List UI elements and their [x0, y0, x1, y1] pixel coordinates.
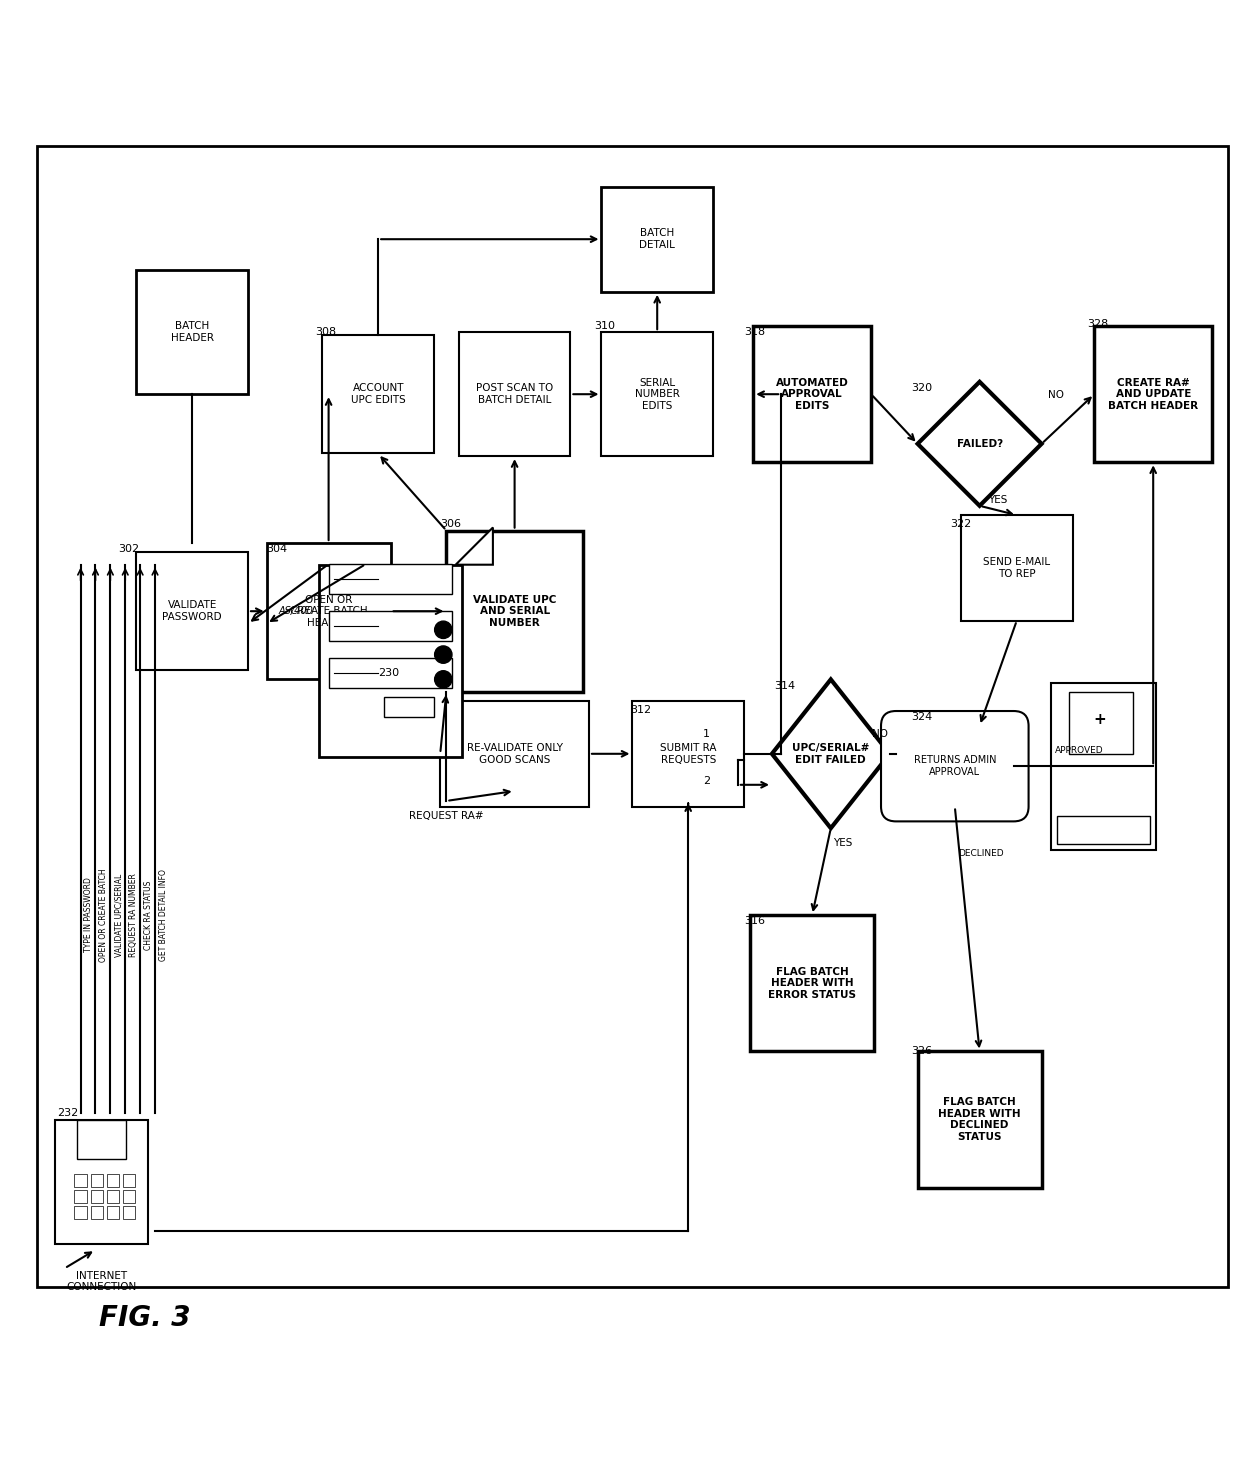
Text: VALIDATE UPC/SERIAL: VALIDATE UPC/SERIAL — [114, 873, 123, 956]
FancyBboxPatch shape — [1058, 816, 1149, 844]
Text: YES: YES — [833, 838, 853, 849]
Text: GET BATCH DETAIL INFO: GET BATCH DETAIL INFO — [159, 869, 167, 961]
Text: VALIDATE
PASSWORD: VALIDATE PASSWORD — [162, 601, 222, 623]
FancyBboxPatch shape — [136, 553, 248, 671]
Text: 304: 304 — [267, 544, 288, 554]
FancyBboxPatch shape — [880, 712, 1028, 821]
FancyBboxPatch shape — [446, 531, 583, 691]
Polygon shape — [771, 679, 890, 828]
FancyBboxPatch shape — [91, 1190, 103, 1203]
FancyBboxPatch shape — [754, 327, 870, 462]
Text: VALIDATE UPC
AND SERIAL
NUMBER: VALIDATE UPC AND SERIAL NUMBER — [472, 595, 557, 628]
Text: UPC/SERIAL#
EDIT FAILED: UPC/SERIAL# EDIT FAILED — [792, 744, 869, 764]
Text: REQUEST RA NUMBER: REQUEST RA NUMBER — [129, 873, 138, 956]
FancyBboxPatch shape — [77, 1120, 126, 1159]
FancyBboxPatch shape — [330, 611, 453, 642]
FancyBboxPatch shape — [107, 1174, 119, 1187]
FancyBboxPatch shape — [918, 1051, 1042, 1188]
Circle shape — [434, 621, 451, 639]
Text: POST SCAN TO
BATCH DETAIL: POST SCAN TO BATCH DETAIL — [476, 383, 553, 405]
Text: AUTOMATED
APPROVAL
EDITS: AUTOMATED APPROVAL EDITS — [776, 378, 848, 411]
FancyBboxPatch shape — [74, 1174, 87, 1187]
FancyBboxPatch shape — [330, 659, 453, 688]
FancyBboxPatch shape — [384, 697, 434, 716]
Text: 316: 316 — [744, 916, 765, 926]
Text: CREATE RA#
AND UPDATE
BATCH HEADER: CREATE RA# AND UPDATE BATCH HEADER — [1109, 378, 1198, 411]
Text: FLAG BATCH
HEADER WITH
DECLINED
STATUS: FLAG BATCH HEADER WITH DECLINED STATUS — [939, 1098, 1021, 1142]
Text: 324: 324 — [911, 712, 932, 722]
FancyBboxPatch shape — [107, 1190, 119, 1203]
Text: NO: NO — [873, 729, 888, 739]
FancyBboxPatch shape — [330, 564, 453, 593]
FancyBboxPatch shape — [601, 187, 713, 292]
FancyBboxPatch shape — [74, 1206, 87, 1219]
Text: CHECK RA STATUS: CHECK RA STATUS — [144, 881, 153, 949]
FancyBboxPatch shape — [136, 270, 248, 394]
Text: 314: 314 — [774, 681, 795, 691]
FancyBboxPatch shape — [123, 1190, 135, 1203]
FancyBboxPatch shape — [459, 332, 570, 456]
Text: RE-VALIDATE ONLY
GOOD SCANS: RE-VALIDATE ONLY GOOD SCANS — [466, 744, 563, 764]
Text: SEND E-MAIL
TO REP: SEND E-MAIL TO REP — [983, 557, 1050, 579]
Text: SUBMIT RA
REQUESTS: SUBMIT RA REQUESTS — [660, 744, 717, 764]
FancyBboxPatch shape — [320, 564, 461, 757]
Text: AS/400: AS/400 — [278, 607, 312, 617]
Text: ACCOUNT
UPC EDITS: ACCOUNT UPC EDITS — [351, 383, 405, 405]
Text: NO: NO — [1049, 391, 1064, 401]
Text: DECLINED: DECLINED — [959, 849, 1004, 857]
Text: OPEN OR CREATE BATCH: OPEN OR CREATE BATCH — [99, 868, 108, 962]
FancyBboxPatch shape — [267, 542, 391, 679]
Text: 322: 322 — [950, 519, 971, 529]
Text: 1: 1 — [703, 729, 711, 739]
Text: 232: 232 — [57, 1108, 78, 1118]
Text: SERIAL
NUMBER
EDITS: SERIAL NUMBER EDITS — [635, 378, 680, 411]
Text: TYPE IN PASSWORD: TYPE IN PASSWORD — [84, 878, 93, 952]
Text: +: + — [1094, 712, 1106, 726]
Text: 326: 326 — [911, 1047, 932, 1057]
Text: FAILED?: FAILED? — [956, 439, 1003, 449]
Text: 308: 308 — [315, 327, 336, 337]
FancyBboxPatch shape — [74, 1190, 87, 1203]
Text: 318: 318 — [744, 327, 765, 337]
Circle shape — [434, 646, 451, 663]
FancyBboxPatch shape — [56, 1120, 149, 1244]
Text: 230: 230 — [378, 668, 399, 678]
Text: BATCH
HEADER: BATCH HEADER — [171, 321, 213, 343]
Text: FLAG BATCH
HEADER WITH
ERROR STATUS: FLAG BATCH HEADER WITH ERROR STATUS — [769, 967, 856, 1000]
FancyBboxPatch shape — [601, 332, 713, 456]
FancyBboxPatch shape — [123, 1174, 135, 1187]
FancyBboxPatch shape — [440, 701, 589, 806]
Text: 306: 306 — [440, 519, 461, 529]
Text: 310: 310 — [594, 321, 615, 331]
Text: 312: 312 — [630, 706, 651, 716]
Text: OPEN OR
CREATE BATCH
HEADER: OPEN OR CREATE BATCH HEADER — [290, 595, 367, 628]
Text: REQUEST RA#: REQUEST RA# — [409, 811, 484, 821]
FancyBboxPatch shape — [322, 335, 434, 453]
Circle shape — [434, 671, 451, 688]
Text: YES: YES — [988, 494, 1008, 504]
FancyBboxPatch shape — [632, 701, 744, 806]
Text: 320: 320 — [911, 383, 932, 394]
FancyBboxPatch shape — [750, 916, 874, 1051]
Text: INTERNET
CONNECTION: INTERNET CONNECTION — [67, 1271, 136, 1292]
Text: RETURNS ADMIN
APPROVAL: RETURNS ADMIN APPROVAL — [914, 755, 996, 777]
FancyBboxPatch shape — [1095, 327, 1213, 462]
Text: FIG. 3: FIG. 3 — [99, 1303, 191, 1333]
FancyBboxPatch shape — [1052, 682, 1156, 850]
FancyBboxPatch shape — [91, 1206, 103, 1219]
FancyBboxPatch shape — [961, 515, 1073, 621]
FancyBboxPatch shape — [1069, 691, 1133, 754]
Text: 302: 302 — [118, 544, 139, 554]
Polygon shape — [456, 528, 494, 564]
FancyBboxPatch shape — [91, 1174, 103, 1187]
Text: BATCH
DETAIL: BATCH DETAIL — [640, 229, 675, 249]
Text: APPROVED: APPROVED — [1054, 746, 1104, 755]
Polygon shape — [918, 382, 1042, 506]
FancyBboxPatch shape — [107, 1206, 119, 1219]
Text: 2: 2 — [703, 776, 711, 786]
Text: 328: 328 — [1087, 318, 1109, 328]
FancyBboxPatch shape — [123, 1206, 135, 1219]
